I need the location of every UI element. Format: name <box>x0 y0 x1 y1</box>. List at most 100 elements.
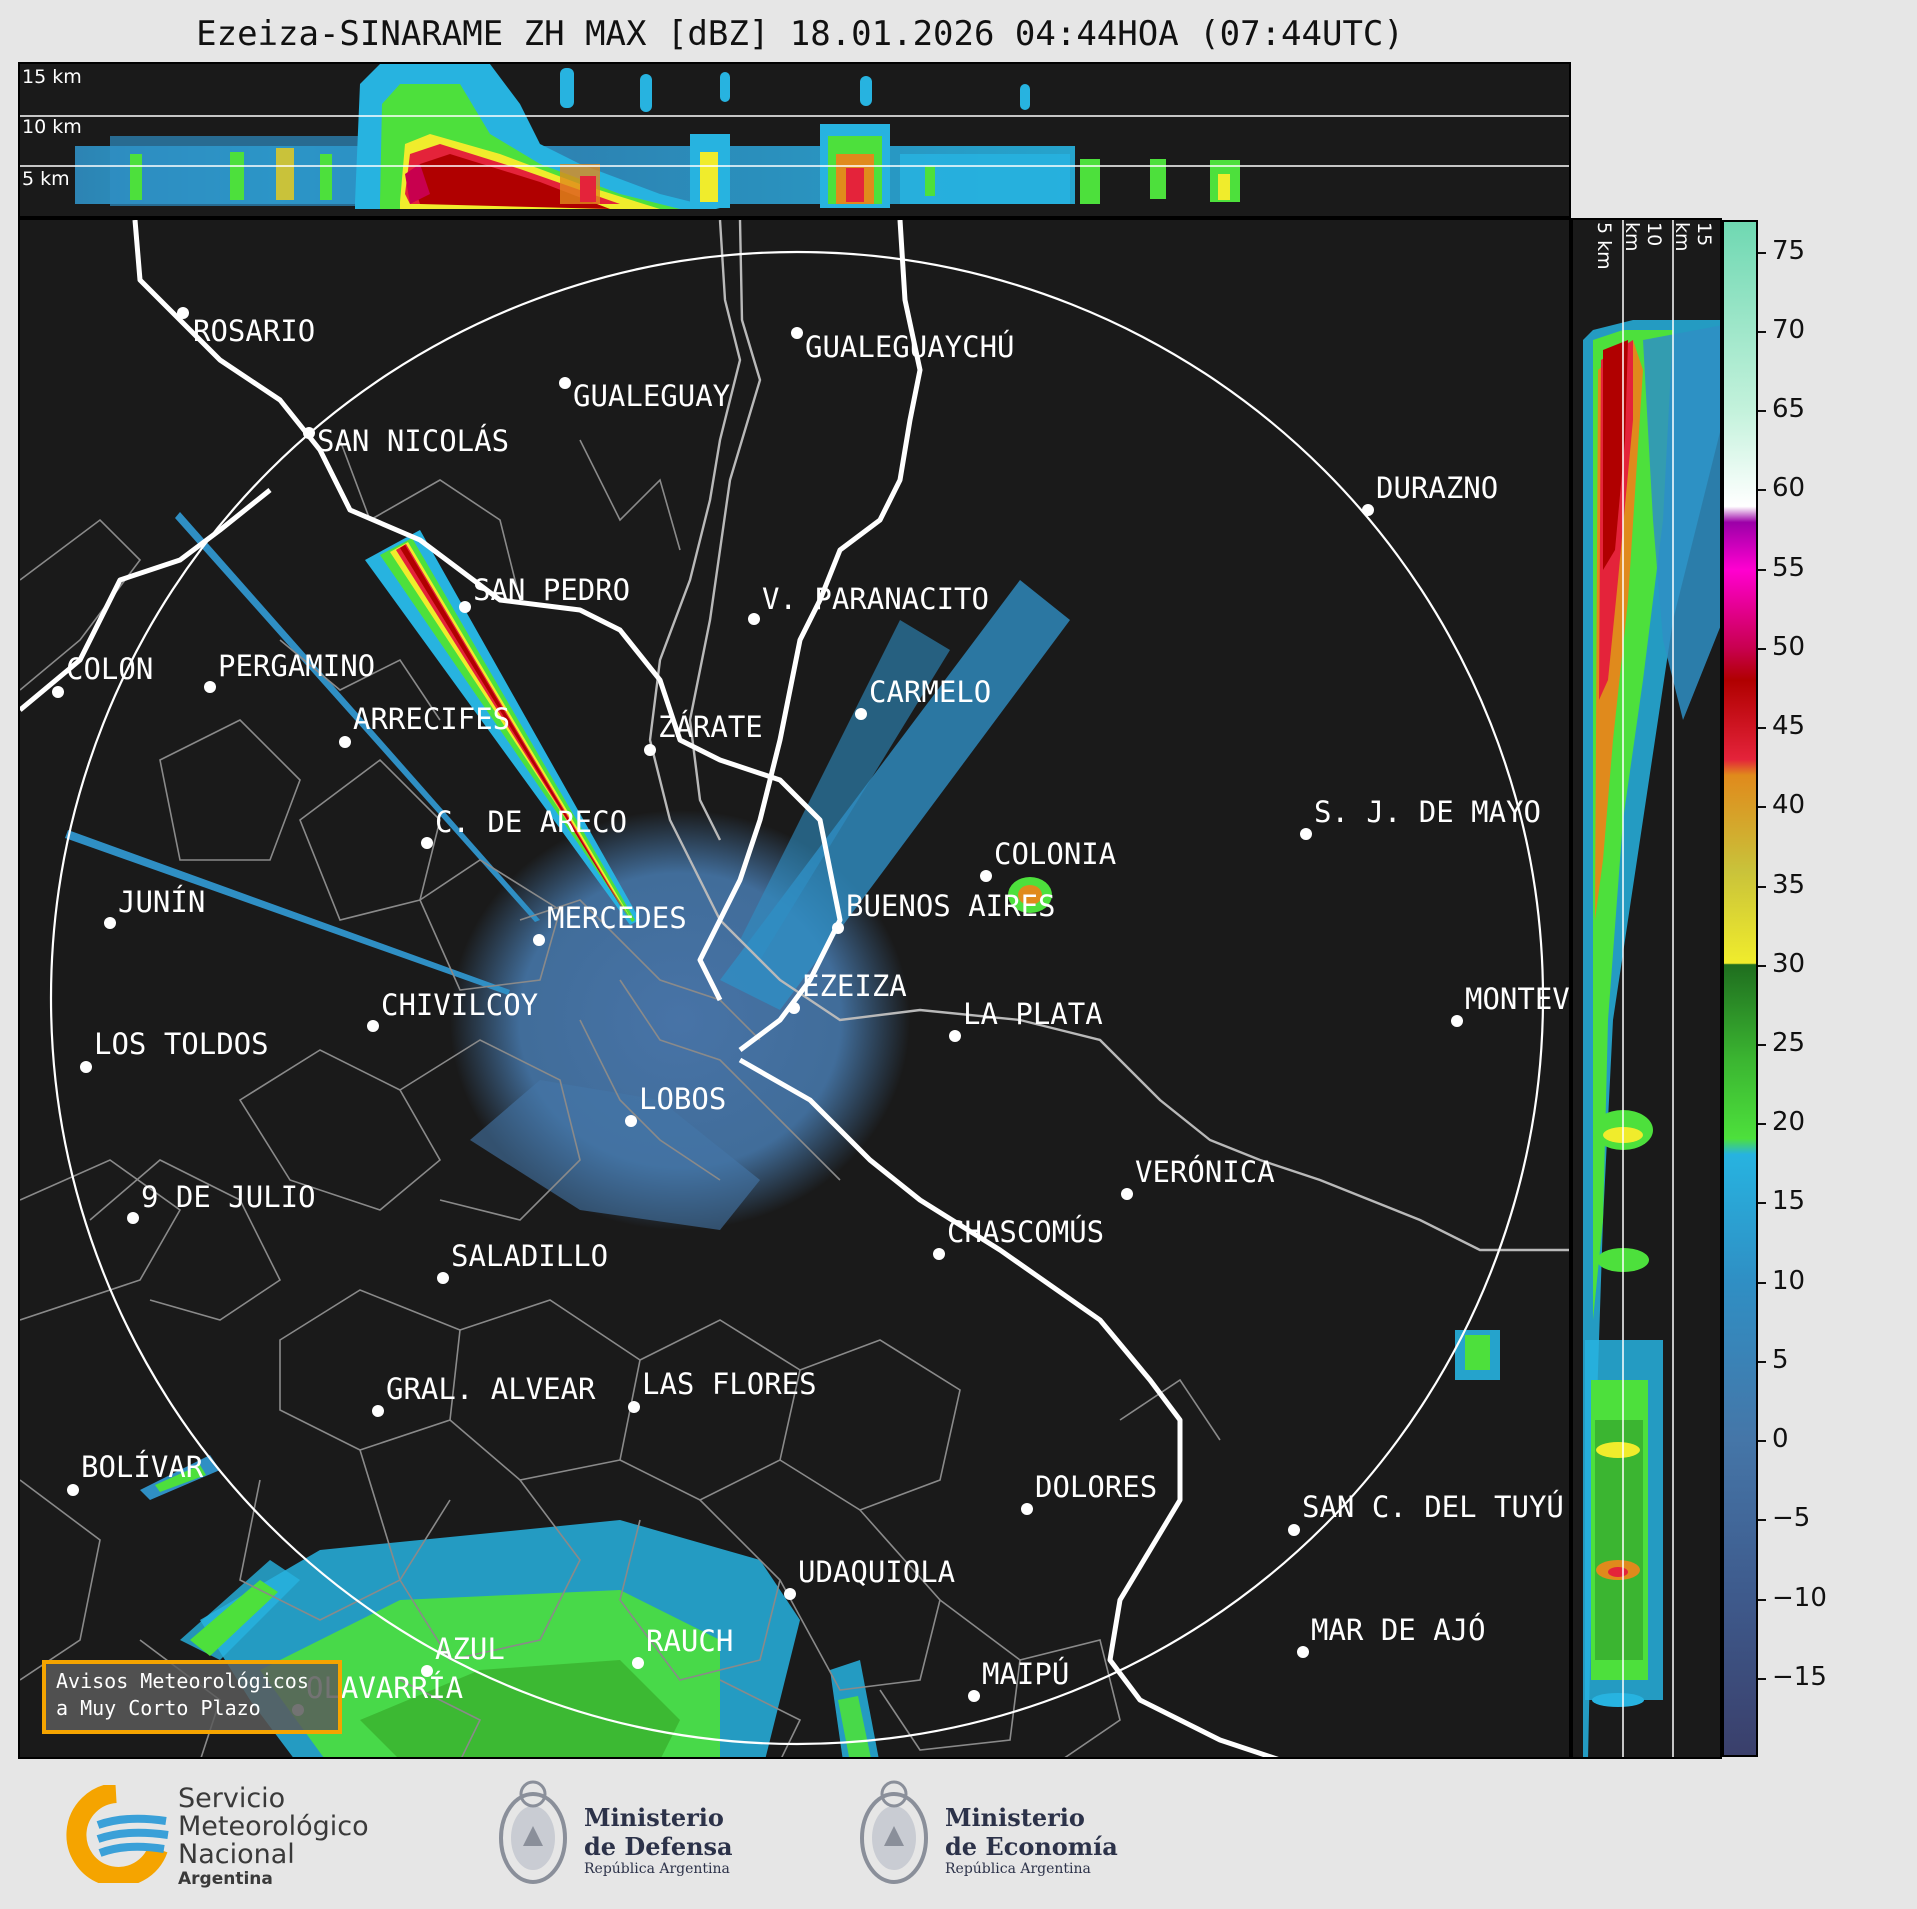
colorbar-tick-label: 70 <box>1772 314 1806 345</box>
city-dot-rosario <box>177 307 189 319</box>
top-alt-label-15: 15 km <box>22 66 82 88</box>
city-dot-s-j-de-mayo <box>1300 828 1312 840</box>
city-label-dolores: DOLORES <box>1035 1470 1157 1504</box>
city-label-bolivar: BOLÍVAR <box>81 1450 204 1484</box>
city-label-zarate: ZÁRATE <box>658 710 763 744</box>
economia-text: Ministerio de Economía República Argenti… <box>945 1803 1118 1877</box>
city-label-carmelo: CARMELO <box>869 675 991 709</box>
city-dot-durazno <box>1362 504 1374 516</box>
city-dot-mercedes <box>533 934 545 946</box>
city-dot-san-pedro <box>459 601 471 613</box>
city-dot-gualeguaychu <box>791 327 803 339</box>
city-dot-bolivar <box>67 1484 79 1496</box>
colorbar-tick: 30 <box>1758 949 1818 979</box>
colorbar-tick-label: 40 <box>1772 790 1806 821</box>
city-dot-ezeiza <box>788 1002 800 1014</box>
side-alt-label-15: 15 km <box>1671 222 1715 252</box>
top-cross-section-plot <box>20 64 1569 209</box>
colorbar-tick-label: 65 <box>1772 394 1806 425</box>
city-label-gualeguay: GUALEGUAY <box>573 379 730 413</box>
radar-map: ROSARIO SAN NICOLÁS GUALEGUAY GUALEGUAYC… <box>20 220 1571 1757</box>
city-label-mar-de-ajo: MAR DE AJÓ <box>1311 1613 1486 1647</box>
colorbar-tick: 20 <box>1758 1107 1818 1137</box>
city-label-san-pedro: SAN PEDRO <box>473 573 630 607</box>
city-dot-las-flores <box>628 1401 640 1413</box>
city-dot-veronica <box>1121 1188 1133 1200</box>
city-label-rauch: RAUCH <box>646 1624 733 1658</box>
city-dot-colonia <box>980 870 992 882</box>
city-dot-azul <box>421 1665 433 1677</box>
radar-map-panel: ROSARIO SAN NICOLÁS GUALEGUAY GUALEGUAYC… <box>18 218 1571 1759</box>
colorbar-tick-label: 10 <box>1772 1265 1806 1296</box>
colorbar-tick: 10 <box>1758 1266 1818 1296</box>
city-label-gral-alvear: GRAL. ALVEAR <box>386 1372 596 1406</box>
city-label-maipu: MAIPÚ <box>982 1657 1069 1691</box>
city-label-buenos-aires: BUENOS AIRES <box>846 889 1056 923</box>
colorbar-tick: −15 <box>1758 1662 1827 1692</box>
city-dot-mar-de-ajo <box>1297 1646 1309 1658</box>
rivers-coastline <box>648 220 1569 1252</box>
colorbar-tick: 0 <box>1758 1424 1818 1454</box>
smn-line4: Argentina <box>178 1869 273 1889</box>
side-cross-section-plot <box>1583 220 1720 1757</box>
smn-logo <box>56 1783 176 1887</box>
city-dot-carmelo <box>855 708 867 720</box>
city-label-veronica: VERÓNICA <box>1135 1155 1275 1189</box>
city-dot-zarate <box>644 744 656 756</box>
colorbar-tick: 60 <box>1758 473 1818 503</box>
city-label-montevideo: MONTEVIDEO <box>1465 982 1571 1016</box>
city-dot-buenos-aires <box>832 922 844 934</box>
city-dot-chivilcoy <box>367 1020 379 1032</box>
colorbar-tick: −5 <box>1758 1503 1818 1533</box>
city-dot-9-de-julio <box>127 1212 139 1224</box>
range-ring <box>49 250 1545 1746</box>
city-label-saladillo: SALADILLO <box>451 1239 608 1273</box>
smn-logo-text: Servicio Meteorológico Nacional Argentin… <box>178 1785 369 1890</box>
colorbar-tick-label: 0 <box>1772 1424 1789 1455</box>
city-dot-dolores <box>1021 1503 1033 1515</box>
avisos-box[interactable]: Avisos Meteorológicos a Muy Corto Plazo <box>42 1660 342 1734</box>
colorbar-tick-label: −5 <box>1772 1503 1811 1534</box>
west-beam <box>65 830 510 995</box>
city-markers: ROSARIO SAN NICOLÁS GUALEGUAY GUALEGUAYC… <box>52 307 1571 1716</box>
colorbar-tick: 35 <box>1758 870 1818 900</box>
city-dot-rauch <box>632 1657 644 1669</box>
city-dot-arrecifes <box>339 736 351 748</box>
smn-line3: Nacional <box>178 1839 295 1870</box>
city-label-c-de-areco: C. DE ARECO <box>435 805 627 839</box>
economia-line1: Ministerio <box>945 1803 1085 1832</box>
page-title: Ezeiza-SINARAME ZH MAX [dBZ] 18.01.2026 … <box>196 14 1404 54</box>
city-label-las-flores: LAS FLORES <box>642 1367 817 1401</box>
defensa-seal-icon <box>493 1776 573 1896</box>
side-cross-section-panel: 5 km 10 km 15 km <box>1571 218 1722 1759</box>
city-label-los-toldos: LOS TOLDOS <box>94 1027 269 1061</box>
city-dot-lobos <box>625 1115 637 1127</box>
colorbar-tick: 70 <box>1758 315 1818 345</box>
city-label-ezeiza: EZEIZA <box>802 969 907 1003</box>
city-dot-los-toldos <box>80 1061 92 1073</box>
city-dot-gral-alvear <box>372 1405 384 1417</box>
city-label-la-plata: LA PLATA <box>963 997 1103 1031</box>
colorbar-tick: 50 <box>1758 632 1818 662</box>
city-dot-la-plata <box>949 1030 961 1042</box>
side-alt-label-5: 5 km <box>1593 222 1615 270</box>
province-boundaries <box>20 439 1221 1757</box>
city-label-9-de-julio: 9 DE JULIO <box>141 1180 316 1214</box>
city-label-mercedes: MERCEDES <box>547 901 687 935</box>
top-cross-section-panel: 15 km 10 km 5 km <box>18 62 1571 218</box>
colorbar-tick-label: 55 <box>1772 552 1806 583</box>
defensa-line3: República Argentina <box>584 1861 730 1877</box>
city-label-gualeguaychu: GUALEGUAYCHÚ <box>805 330 1015 364</box>
economia-seal-icon <box>854 1776 934 1896</box>
city-dot-san-nicolas <box>303 427 315 439</box>
city-dot-v-paranacito <box>748 613 760 625</box>
city-dot-montevideo <box>1451 1015 1463 1027</box>
ne-beam-fan <box>720 580 1070 1010</box>
city-dot-c-de-areco <box>421 837 433 849</box>
city-dot-junin <box>104 917 116 929</box>
smn-line2: Meteorológico <box>178 1811 369 1842</box>
colorbar-tick-label: 50 <box>1772 631 1806 662</box>
city-label-colonia: COLONIA <box>994 837 1116 871</box>
colorbar-tick: 75 <box>1758 236 1818 266</box>
city-label-durazno: DURAZNO <box>1376 471 1498 505</box>
